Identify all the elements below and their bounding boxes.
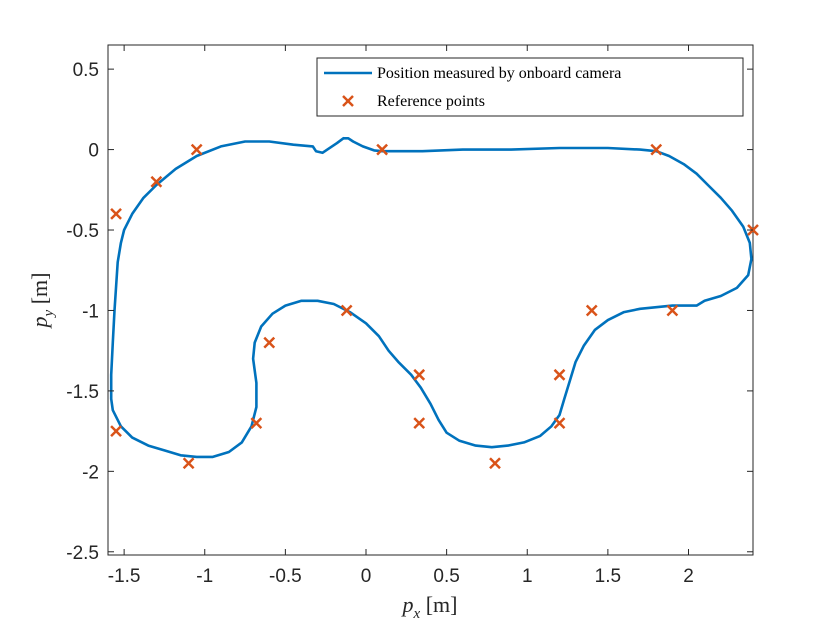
y-axis-label: py [m] <box>27 273 57 330</box>
y-axis-symbol: p <box>27 316 52 329</box>
reference-point-marker <box>190 143 203 156</box>
plot-area <box>107 44 754 556</box>
reference-point-marker <box>489 457 501 470</box>
reference-point-marker <box>650 143 663 156</box>
x-tick-label: 1.5 <box>595 566 621 587</box>
reference-point-marker <box>553 368 566 381</box>
x-tick-label: -1.5 <box>108 566 141 587</box>
reference-point-marker <box>413 417 426 429</box>
y-tick-label: -1 <box>82 301 99 322</box>
reference-point-marker <box>413 368 426 381</box>
x-tick-label: 0.5 <box>433 566 459 587</box>
reference-point-marker <box>250 417 263 429</box>
y-tick-label: -2.5 <box>66 543 99 564</box>
x-tick-label: 2 <box>683 566 694 587</box>
legend-label-path: Position measured by onboard camera <box>377 65 621 82</box>
y-tick-label: -2 <box>82 462 99 483</box>
legend: Position measured by onboard camera Refe… <box>316 57 744 117</box>
legend-box <box>316 57 744 117</box>
reference-point-marker <box>376 143 389 156</box>
x-tick-label: 0 <box>361 566 372 587</box>
x-tick-label: -1 <box>196 566 213 587</box>
reference-point-marker <box>340 304 353 317</box>
x-axis-unit: [m] <box>426 592 458 617</box>
series-position-line <box>109 137 753 459</box>
x-axis-symbol: p <box>401 592 414 617</box>
reference-point-marker <box>585 304 598 317</box>
reference-point-marker <box>110 208 122 220</box>
reference-point-marker <box>666 304 679 317</box>
y-tick-label: 0.5 <box>73 60 99 81</box>
x-tick-label: -0.5 <box>269 566 302 587</box>
y-axis-subscript: y <box>41 309 57 318</box>
reference-point-marker <box>150 175 163 188</box>
y-axis-unit: [m] <box>27 273 52 305</box>
reference-point-marker <box>110 425 122 438</box>
x-axis-subscript: x <box>413 606 421 622</box>
x-tick-label: 1 <box>522 566 533 587</box>
y-tick-label: -1.5 <box>66 382 99 403</box>
reference-point-marker <box>553 417 566 429</box>
reference-point-marker <box>263 336 276 349</box>
y-tick-label: -0.5 <box>66 221 99 242</box>
legend-marker-swatch <box>342 95 354 107</box>
y-tick-label: 0 <box>88 141 99 162</box>
reference-point-marker <box>182 457 195 470</box>
x-axis-label: px [m] <box>401 592 458 622</box>
ticks-layer: -1.5 -1 -0.5 0 0.5 1 1.5 2 0.5 0 -0.5 -1 -1.5 -2 -2.5 <box>66 45 753 587</box>
legend-label-reference: Reference points <box>377 93 485 110</box>
